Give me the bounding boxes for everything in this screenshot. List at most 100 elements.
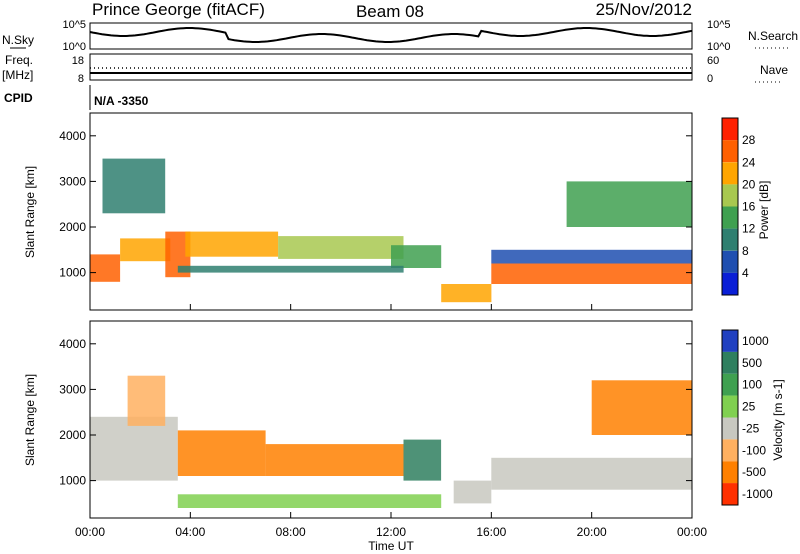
noise-right-tick-top: 10^5 <box>707 19 731 31</box>
power-ytick-label-2: 3000 <box>59 174 86 188</box>
noise-right-label: N.Search <box>748 29 798 43</box>
power-panel: 1000 2000 3000 4000 Slant Range [km] 4 8 12 16… <box>23 112 771 311</box>
power-band-10 <box>566 181 692 227</box>
velocity-ytick-label-3: 4000 <box>59 337 86 351</box>
velocity-band-8 <box>177 494 442 508</box>
velocity-ytick-label-1: 2000 <box>59 428 86 442</box>
power-colorbar-tick-0: 4 <box>742 266 749 280</box>
nave-tick-bottom: 0 <box>707 73 713 85</box>
cpid-value: N/A -3350 <box>94 94 149 108</box>
velocity-band-6 <box>491 457 692 490</box>
velocity-band-2 <box>177 430 266 476</box>
freq-label-bottom: [MHz] <box>2 68 33 82</box>
power-y-axis: 1000 2000 3000 4000 <box>59 129 692 280</box>
velocity-colorbar-tick-7: -1000 <box>742 487 773 501</box>
power-colorbar-tick-3: 16 <box>742 200 756 214</box>
power-band-11 <box>177 265 404 273</box>
nave-label: Nave <box>760 63 788 77</box>
power-colorbar-tick-2: 12 <box>742 222 756 236</box>
velocity-band-4 <box>403 439 442 481</box>
power-band-5 <box>391 245 442 268</box>
freq-tick-bottom: 8 <box>78 73 84 85</box>
velocity-colorbar-title: Velocity [m s-1] <box>771 379 785 460</box>
power-colorbar-tick-4: 20 <box>742 177 756 191</box>
power-y-title: Slant Range [km] <box>23 166 37 258</box>
velocity-y-axis: 1000 2000 3000 4000 <box>59 337 692 488</box>
power-colorbar-frame <box>721 117 739 296</box>
power-band-9 <box>102 158 166 214</box>
power-band-6 <box>441 284 492 303</box>
velocity-heatmap-cells <box>90 375 692 508</box>
velocity-y-title: Slant Range [km] <box>23 374 37 466</box>
noise-panel-frame <box>89 22 693 50</box>
velocity-band-1 <box>127 375 166 426</box>
x-tick-label-6: 00:00 <box>677 525 707 539</box>
velocity-band-5 <box>453 480 492 504</box>
freq-tick-top: 18 <box>72 55 84 67</box>
velocity-colorbar-swatch-4 <box>722 417 738 440</box>
velocity-colorbar-tick-3: 25 <box>742 400 756 414</box>
date-title: 25/Nov/2012 <box>596 0 692 19</box>
velocity-band-3 <box>265 444 404 476</box>
power-colorbar-tick-6: 28 <box>742 133 756 147</box>
x-tick-label-4: 16:00 <box>476 525 506 539</box>
frequency-panel: Freq. [MHz] 18 8 60 0 Nave <box>2 53 788 85</box>
power-band-8 <box>491 249 692 264</box>
velocity-band-0 <box>90 416 178 481</box>
power-ytick-label-0: 1000 <box>59 266 86 280</box>
velocity-colorbar-tick-6: -500 <box>742 465 766 479</box>
x-tick-label-2: 08:00 <box>276 525 306 539</box>
velocity-panel: 1000 2000 3000 4000 Slant Range [km] 1000 50… <box>23 320 785 519</box>
velocity-band-7 <box>591 380 692 435</box>
power-colorbar-swatch-3 <box>722 184 738 207</box>
power-band-7 <box>491 263 692 284</box>
freq-label-top: Freq. <box>5 53 33 67</box>
power-colorbar-swatch-6 <box>722 250 738 273</box>
power-colorbar: 4 8 12 16 20 24 28 <box>721 117 756 296</box>
velocity-colorbar-tick-2: 100 <box>742 378 762 392</box>
power-band-3 <box>185 231 279 257</box>
x-tick-label-3: 12:00 <box>376 525 406 539</box>
power-heatmap-cells <box>90 158 692 303</box>
x-tick-label-1: 04:00 <box>175 525 205 539</box>
velocity-colorbar-swatch-1 <box>722 351 738 374</box>
beam-title: Beam 08 <box>356 2 424 21</box>
noise-left-label: N.Sky <box>2 33 34 47</box>
cpid-label: CPID <box>4 91 33 105</box>
power-band-4 <box>278 236 404 259</box>
noise-sky-line <box>89 27 693 43</box>
power-colorbar-tick-1: 8 <box>742 244 749 258</box>
noise-right-tick-bottom: 10^0 <box>707 41 731 53</box>
power-colorbar-swatch-1 <box>722 140 738 163</box>
frequency-panel-frame <box>89 53 693 81</box>
velocity-ytick-label-2: 3000 <box>59 382 86 396</box>
velocity-colorbar-tick-5: -100 <box>742 443 766 457</box>
velocity-colorbar-frame <box>721 329 739 506</box>
velocity-colorbar-swatch-5 <box>722 439 738 462</box>
power-ytick-label-1: 2000 <box>59 220 86 234</box>
velocity-colorbar-swatch-7 <box>722 483 738 505</box>
velocity-colorbar-swatch-2 <box>722 373 738 396</box>
velocity-colorbar: 1000 500 100 25 -25 -100 -500 -1000 <box>721 329 773 506</box>
time-x-axis: 00:00 04:00 08:00 12:00 16:00 20:00 00:00 <box>75 304 707 539</box>
power-colorbar-swatch-5 <box>722 228 738 251</box>
power-colorbar-swatch-7 <box>722 272 738 295</box>
velocity-colorbar-swatch-0 <box>722 330 738 352</box>
velocity-colorbar-tick-1: 500 <box>742 356 762 370</box>
power-band-0 <box>90 254 121 282</box>
power-colorbar-tick-5: 24 <box>742 155 756 169</box>
velocity-colorbar-tick-4: -25 <box>742 421 760 435</box>
station-title: Prince George (fitACF) <box>92 0 265 19</box>
x-axis-title: Time UT <box>368 539 414 553</box>
noise-left-tick-top: 10^5 <box>62 19 86 31</box>
power-colorbar-title: Power [dB] <box>757 181 771 240</box>
power-colorbar-swatch-0 <box>722 118 738 141</box>
velocity-colorbar-tick-0: 1000 <box>742 334 769 348</box>
nave-tick-top: 60 <box>707 55 719 67</box>
x-tick-label-5: 20:00 <box>577 525 607 539</box>
power-colorbar-swatch-4 <box>722 206 738 229</box>
velocity-colorbar-swatch-3 <box>722 395 738 418</box>
power-ytick-label-3: 4000 <box>59 129 86 143</box>
noise-panel: N.Sky 10^5 10^0 10^5 10^0 N.Search <box>2 19 798 53</box>
